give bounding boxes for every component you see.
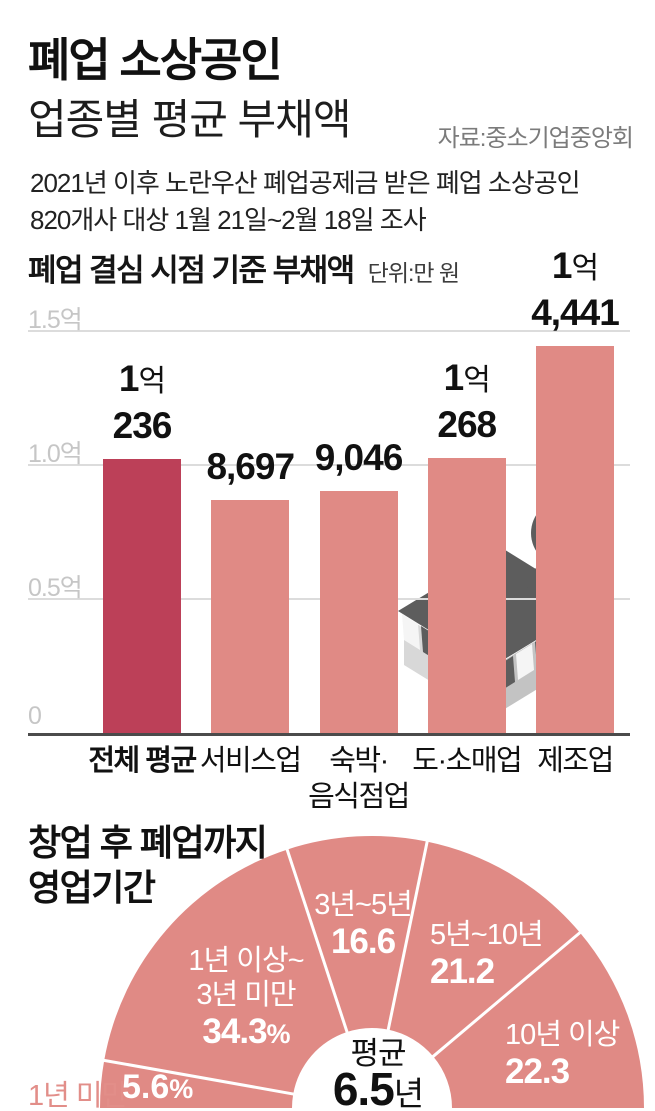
category-label: 제조업 [537,745,614,777]
bar [536,345,614,733]
gridline [28,464,630,466]
bar-chart-title-text: 폐업 결심 시점 기준 부채액 [28,253,355,288]
donut-title-line2: 영업기간 [28,867,156,908]
donut-center-value: 6.5년 [278,1062,478,1111]
donut-segment [104,849,348,1094]
bar-value-label: 1억 236 [112,357,173,446]
donut-segment [287,836,428,1032]
category-label: 숙박· 음식점업 [308,745,410,813]
donut-segment-label: 3년~5년 16.6 [314,889,413,961]
gridline [28,330,630,332]
percent-sign: % [169,1074,194,1104]
donut-segment-label: 5년~10년 21.2 [430,919,544,991]
y-axis-tick-label: 0 [28,702,42,730]
bar-chart-title: 폐업 결심 시점 기준 부채액 단위:만 원 [28,245,460,290]
donut-segment [388,841,580,1057]
donut-segment-label: 10년 이상 22.3 [505,1019,620,1091]
segment-value-under-1yr: 5.6% [122,1068,193,1107]
bar [103,458,181,733]
segment-separator [431,930,582,1059]
y-axis-tick-label: 1.5억 [28,306,83,334]
survey-note-line1: 2021년 이후 노란우산 폐업공제금 받은 폐업 소상공인 [30,168,581,198]
donut-center-label: 평균 [350,1036,406,1071]
bar-value-label: 1억 4,441 [531,244,620,333]
donut-center-number: 6.5 [332,1063,395,1111]
bar [211,499,290,733]
x-axis-line [28,733,630,736]
bar [427,457,506,733]
category-label: 서비스업 [199,745,302,777]
bar-value-label: 8,697 [206,445,295,487]
bar-value-label: 1억 268 [437,356,497,445]
segment-label-under-1yr: 1년 미만 [28,1080,128,1111]
donut-segment-label: 1년 이상~ 3년 미만 34.3% [188,945,304,1051]
donut-segment [433,932,644,1108]
category-label: 전체 평균 [88,745,197,777]
segment-value-number: 5.6 [122,1068,170,1106]
y-axis-tick-label: 0.5억 [28,574,83,602]
segment-separator [386,840,429,1031]
donut-title-line1: 창업 후 폐업까지 [28,822,268,863]
donut-chart [100,836,644,1108]
bar-chart-unit: 단위:만 원 [367,260,460,286]
segment-separator [102,1058,295,1096]
y-axis-tick-label: 1.0억 [28,440,83,468]
survey-note-line2: 820개사 대상 1월 21일~2월 18일 조사 [30,205,427,235]
segment-separator [285,848,349,1034]
donut-chart-title: 창업 후 폐업까지 영업기간 [28,820,268,910]
donut-segment [100,1060,294,1108]
category-label: 도·소매업 [412,745,522,777]
bar [319,490,398,733]
page-title-line2: 업종별 평균 부채액 [28,96,351,143]
donut-center-unit: 년 [393,1075,424,1111]
data-source: 자료:중소기업중앙회 [437,125,634,152]
page-title-line1: 폐업 소상공인 [28,34,283,86]
bar-value-label: 9,046 [314,436,404,478]
